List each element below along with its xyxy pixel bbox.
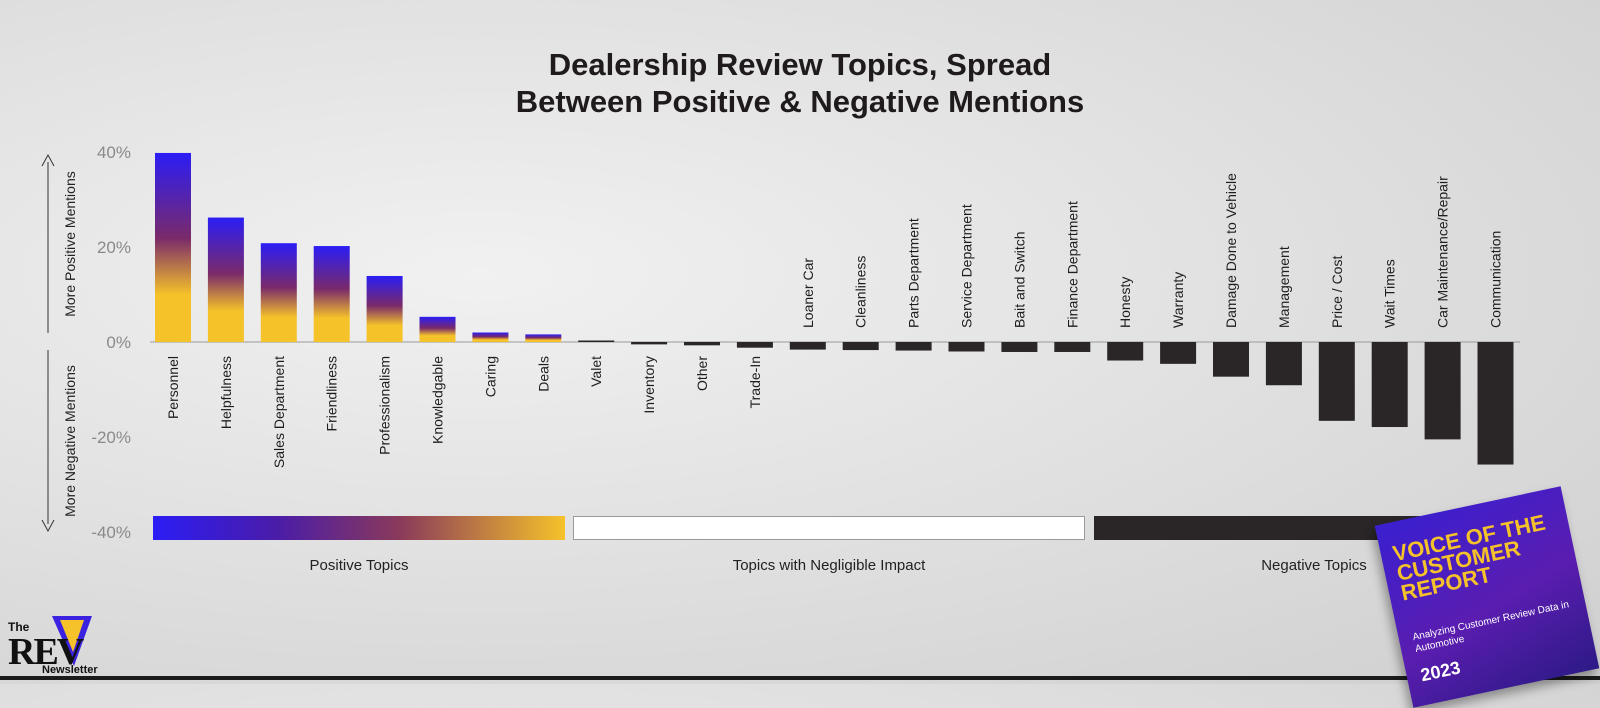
legend-label-positive: Positive Topics: [309, 557, 409, 574]
legend-bar-positive: [153, 516, 565, 540]
bar-personnel: [155, 152, 191, 342]
bar-chart: 40% 20% 0% -20% -40% Personnel Helpfulness Sal…: [41, 143, 1520, 542]
category-label: Management: [1276, 246, 1292, 328]
y-tick-label: -40%: [91, 523, 131, 542]
bar-bait-and-switch: [1001, 342, 1038, 352]
logo-rev: REV: [8, 631, 84, 673]
category-label: Personnel: [165, 356, 181, 419]
category-label: Caring: [482, 356, 498, 397]
legend-label-negative: Negative Topics: [1261, 557, 1367, 574]
report-cover-image: VOICE OF THE CUSTOMER REPORT Analyzing C…: [1374, 486, 1600, 708]
category-label: Bait and Switch: [1011, 232, 1027, 329]
report-year: 2023: [1418, 657, 1463, 686]
legend-bar-negligible: [573, 516, 1085, 540]
category-label: Communication: [1488, 231, 1504, 328]
bar-cleanliness: [842, 342, 879, 351]
bar-car-maintenance-repair: [1424, 342, 1461, 440]
title-line-1: Dealership Review Topics, Spread: [548, 47, 1052, 82]
category-label: Knowledgable: [430, 356, 446, 444]
category-label: Valet: [588, 356, 604, 387]
bar-deals: [525, 334, 562, 342]
bar-communication: [1477, 342, 1514, 465]
legend-label-negligible: Topics with Negligible Impact: [732, 557, 926, 574]
bar-wait-times: [1371, 342, 1408, 428]
y-tick-label: 20%: [97, 238, 131, 257]
category-label: Parts Department: [906, 218, 922, 328]
bar-damage-done-to-vehicle: [1213, 342, 1249, 377]
bar-inventory: [631, 342, 668, 345]
category-label: Loaner Car: [800, 258, 816, 328]
y-axis-label-positive: More Positive Mentions: [62, 171, 78, 317]
bar-knowledgable: [419, 316, 456, 342]
category-label: Finance Department: [1064, 201, 1080, 328]
category-label: Deals: [535, 356, 551, 392]
bar-loaner-car: [789, 342, 826, 350]
title-line-2: Between Positive & Negative Mentions: [515, 84, 1085, 119]
bar-price-cost: [1318, 342, 1355, 421]
rev-newsletter-logo: The REV Newsletter: [8, 606, 118, 682]
report-subtitle: Analyzing Customer Review Data in Automo…: [1411, 599, 1571, 655]
bar-honesty: [1107, 342, 1144, 361]
bar-friendliness: [313, 246, 350, 342]
y-axis-arrows: [41, 153, 55, 533]
logo-newsletter: Newsletter: [42, 664, 98, 676]
category-label: Other: [694, 356, 710, 391]
y-tick-label: -20%: [91, 428, 131, 447]
category-label: Warranty: [1170, 272, 1186, 328]
category-label: Trade-In: [747, 356, 763, 408]
logo-the: The: [8, 620, 30, 634]
logo-v-mark: [52, 616, 92, 666]
y-tick-label: 0%: [106, 333, 131, 352]
bar-finance-department: [1054, 342, 1091, 352]
bottom-rule: [0, 676, 1600, 680]
bar-service-department: [948, 342, 985, 352]
bar-other: [684, 342, 720, 346]
category-label: Price / Cost: [1329, 256, 1345, 328]
category-label: Cleanliness: [853, 256, 869, 328]
bar-caring: [472, 332, 509, 342]
category-label: Service Department: [959, 204, 975, 328]
category-label: Honesty: [1117, 277, 1133, 328]
category-label: Car Maintenance/Repair: [1435, 176, 1451, 328]
category-label: Friendliness: [324, 356, 340, 431]
y-axis-label-negative: More Negative Mentions: [62, 365, 78, 517]
category-label: Wait Times: [1382, 259, 1398, 328]
bar-trade-in: [736, 342, 773, 348]
bar-helpfulness: [207, 217, 244, 342]
bar-valet: [578, 340, 615, 342]
bar-management: [1265, 342, 1302, 386]
bar-professionalism: [366, 275, 403, 342]
bar-sales-department: [260, 243, 297, 342]
bar-warranty: [1160, 342, 1197, 364]
bar-parts-department: [895, 342, 932, 351]
category-label: Helpfulness: [218, 356, 234, 429]
chart-title: Dealership Review Topics, Spread Between…: [440, 46, 1160, 120]
category-label: Damage Done to Vehicle: [1223, 173, 1239, 328]
category-label: Professionalism: [377, 356, 393, 455]
category-label: Sales Department: [271, 356, 287, 468]
report-title: VOICE OF THE CUSTOMER REPORT: [1390, 509, 1548, 606]
y-tick-label: 40%: [97, 143, 131, 162]
category-label: Inventory: [641, 356, 657, 414]
